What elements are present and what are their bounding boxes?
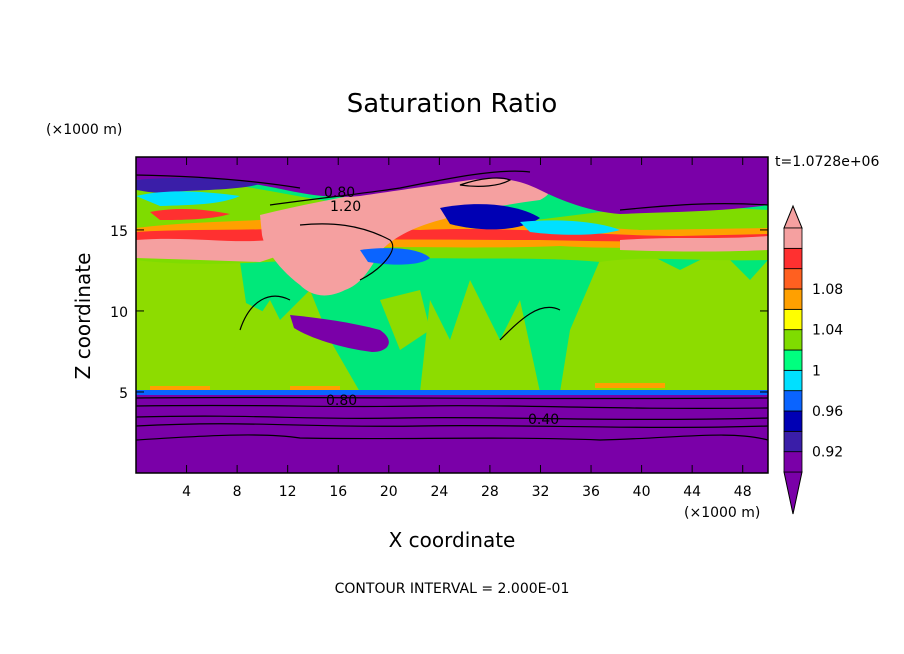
colorbar-label: 1.04 (812, 323, 843, 339)
colorbar-swatch (783, 247, 803, 270)
colorbar: 0.92 0.96 1 1.04 1.08 (783, 204, 843, 515)
colorbar-label: 1.08 (812, 282, 843, 298)
x-tick-label: 44 (683, 484, 701, 500)
x-tick-label: 12 (279, 484, 297, 500)
colorbar-swatch (783, 329, 803, 351)
x-axis-label: X coordinate (389, 528, 516, 552)
colorbar-swatch (783, 369, 803, 392)
colorbar-swatch (783, 308, 803, 331)
colorbar-over-triangle (783, 204, 803, 229)
colorbar-swatch (783, 268, 803, 290)
colorbar-swatch (783, 451, 803, 473)
x-tick-label: 8 (233, 484, 242, 500)
x-tick-label: 40 (633, 484, 651, 500)
colorbar-swatch (783, 410, 803, 432)
y-tick-label: 5 (119, 386, 128, 402)
x-tick-label: 28 (481, 484, 499, 500)
contour-interval-note: CONTOUR INTERVAL = 2.000E-01 (335, 581, 570, 597)
x-tick-label: 24 (430, 484, 448, 500)
colorbar-swatch (783, 227, 803, 249)
time-label: t=1.0728e+06 (775, 154, 879, 170)
contour-label: 0.80 (324, 185, 355, 201)
field-plot (136, 157, 768, 473)
plot-frame (135, 156, 769, 474)
y-axis-label: Z coordinate (71, 253, 95, 380)
x-tick-label: 4 (182, 484, 191, 500)
x-tick-label: 16 (329, 484, 347, 500)
colorbar-swatch (783, 430, 803, 453)
colorbar-label: 0.92 (812, 445, 843, 461)
x-tick-label: 48 (734, 484, 752, 500)
contour-label: 0.40 (528, 412, 559, 428)
chart-title: Saturation Ratio (347, 89, 558, 119)
x-tick-label: 36 (582, 484, 600, 500)
y-axis: 5 10 15 (110, 224, 768, 402)
contour-label: 1.20 (330, 199, 361, 215)
y-unit-label: (×1000 m) (46, 122, 122, 138)
colorbar-label: 0.96 (812, 404, 843, 420)
colorbar-swatch (783, 288, 803, 310)
x-tick-label: 32 (532, 484, 550, 500)
colorbar-label: 1 (812, 363, 821, 379)
contour-label: 0.80 (326, 393, 357, 409)
colorbar-swatch (783, 390, 803, 412)
x-axis: 4 8 12 16 20 24 28 32 36 40 44 48 (182, 157, 752, 500)
y-tick-label: 15 (110, 224, 128, 240)
x-tick-label: 20 (380, 484, 398, 500)
colorbar-under-triangle (783, 471, 803, 515)
x-unit-label: (×1000 m) (684, 505, 760, 521)
y-tick-label: 10 (110, 305, 128, 321)
colorbar-swatch (783, 349, 803, 371)
